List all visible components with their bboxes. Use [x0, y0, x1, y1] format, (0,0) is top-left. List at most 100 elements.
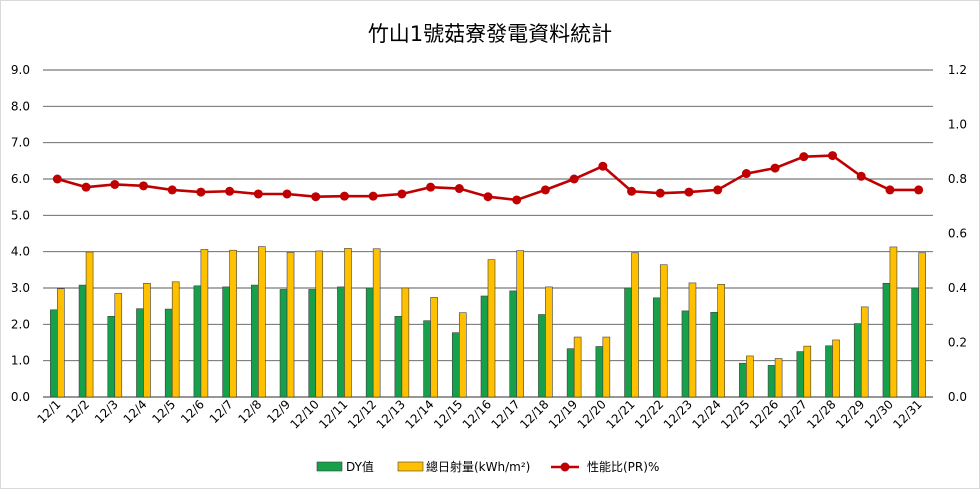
bar-dy [710, 312, 718, 398]
bar-dy [251, 284, 259, 398]
bar-irradiance [774, 358, 783, 398]
bar-irradiance [516, 250, 525, 398]
x-tick-label: 12/28 [804, 397, 838, 431]
pr-point [713, 185, 723, 195]
pr-point [856, 171, 866, 181]
x-tick-label: 12/4 [121, 397, 150, 426]
bar-irradiance [57, 288, 65, 398]
y-left-tick-label: 1.0 [11, 354, 30, 368]
x-tick-label: 12/3 [92, 397, 121, 426]
bar-irradiance [889, 246, 898, 398]
x-tick-label: 12/6 [178, 397, 207, 426]
pr-point [311, 192, 321, 202]
x-tick-label: 12/31 [890, 397, 924, 431]
pr-point [339, 191, 349, 201]
bar-irradiance [458, 312, 467, 398]
legend-label-pr: 性能比(PR)% [587, 460, 659, 474]
line-series [52, 151, 924, 205]
bar-dy [595, 346, 604, 398]
bar-dy [164, 308, 173, 398]
bar-irradiance [200, 249, 209, 398]
pr-point [483, 192, 493, 202]
bar-irradiance [258, 246, 266, 398]
bar-dy [107, 316, 116, 398]
x-tick-label: 12/24 [689, 397, 723, 431]
bar-irradiance [401, 287, 410, 398]
x-tick-label: 12/13 [374, 397, 408, 431]
bar-dy [796, 351, 805, 398]
y-right-tick-label: 0.8 [948, 172, 967, 186]
x-tick-label: 12/15 [431, 397, 465, 431]
x-tick-label: 12/25 [718, 397, 752, 431]
x-tick-label: 12/2 [63, 397, 92, 426]
x-tick-label: 12/22 [632, 397, 666, 431]
x-tick-label: 12/26 [747, 397, 781, 431]
pr-point [885, 185, 895, 195]
pr-point [110, 179, 120, 189]
legend-marker-pr [560, 462, 570, 472]
y-right-tick-label: 0.4 [948, 281, 967, 295]
bar-irradiance [918, 252, 926, 398]
bar-irradiance [832, 339, 840, 398]
bar-dy [451, 332, 460, 398]
bar-dy [279, 289, 288, 398]
bar-dy [624, 287, 632, 398]
bar-irradiance [803, 345, 812, 398]
x-tick-label: 12/14 [402, 397, 436, 431]
pr-point [253, 189, 263, 199]
x-tick-label: 12/1 [35, 397, 64, 426]
y-left-tick-label: 3.0 [11, 281, 30, 295]
x-tick-label: 12/19 [546, 397, 580, 431]
bar-dy [853, 323, 862, 398]
bar-dy [739, 362, 747, 398]
x-tick-label: 12/23 [661, 397, 695, 431]
y-right-tick-label: 0.6 [948, 227, 967, 241]
bar-series [50, 246, 926, 398]
bar-irradiance [143, 282, 151, 398]
bar-dy [882, 282, 891, 398]
pr-point [741, 169, 751, 179]
bar-dy [538, 314, 546, 398]
bar-dy [480, 295, 489, 398]
bar-dy [394, 316, 403, 398]
y-right-tick-label: 1.0 [948, 118, 967, 132]
x-tick-label: 12/27 [776, 397, 810, 431]
legend-label-dy: DY值 [346, 459, 374, 474]
bar-irradiance [717, 284, 725, 398]
pr-point [684, 187, 694, 197]
pr-point [52, 174, 62, 184]
bar-irradiance [85, 251, 94, 398]
x-tick-label: 12/17 [488, 397, 522, 431]
x-tick-label: 12/10 [288, 397, 322, 431]
bar-irradiance [229, 249, 237, 398]
x-tick-label: 12/5 [149, 397, 178, 426]
pr-point [167, 185, 177, 195]
bar-irradiance [430, 297, 438, 398]
bar-dy [78, 284, 87, 398]
bar-irradiance [344, 248, 352, 398]
y-left-tick-label: 9.0 [11, 63, 30, 77]
gridlines [43, 69, 933, 398]
bar-dy [222, 286, 230, 398]
bar-irradiance [659, 264, 668, 398]
x-tick-label: 12/29 [833, 397, 867, 431]
x-tick-label: 12/21 [603, 397, 637, 431]
pr-point [540, 185, 550, 195]
bar-dy [566, 348, 575, 398]
bar-dy [365, 287, 374, 398]
bar-dy [911, 287, 919, 398]
pr-point [196, 187, 206, 197]
pr-point [397, 189, 407, 199]
pr-point [569, 174, 579, 184]
x-tick-label: 12/16 [460, 397, 494, 431]
pr-point [81, 182, 91, 192]
x-tick-label: 12/11 [316, 397, 350, 431]
y-right-tick-label: 0.2 [948, 336, 967, 350]
y-left-tick-label: 0.0 [11, 390, 30, 404]
bar-irradiance [487, 259, 496, 398]
pr-point [914, 185, 924, 195]
pr-point [770, 163, 780, 173]
bar-irradiance [602, 336, 611, 398]
